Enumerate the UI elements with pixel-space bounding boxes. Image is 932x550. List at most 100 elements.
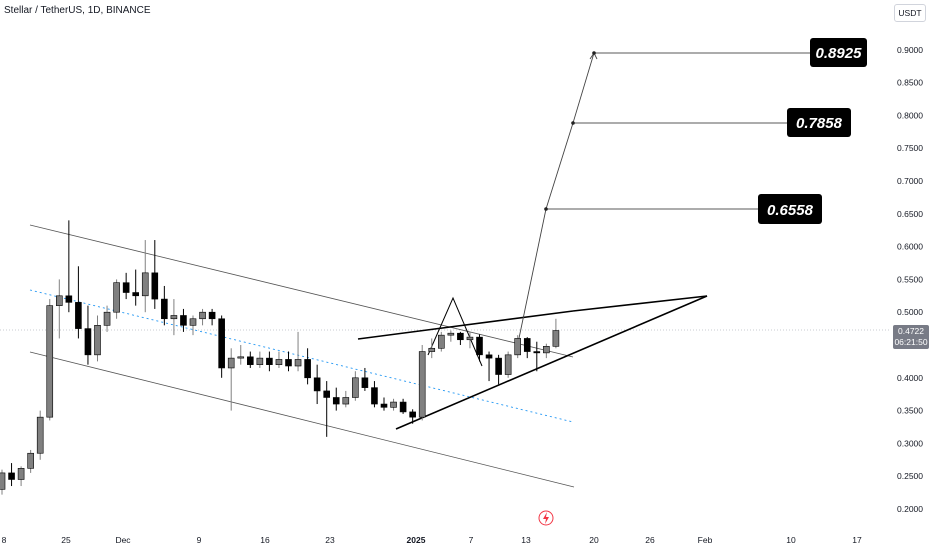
candle <box>132 269 139 306</box>
candle <box>8 463 15 487</box>
candle-body <box>514 338 522 356</box>
candle <box>208 308 216 326</box>
candle-body <box>208 311 216 320</box>
candle <box>352 371 359 401</box>
candle-body <box>399 401 407 413</box>
candle <box>199 308 206 326</box>
y-tick-label: 0.5500 <box>897 274 923 284</box>
candle <box>332 387 340 411</box>
candle <box>75 266 82 339</box>
candle <box>256 351 264 368</box>
y-tick-label: 0.2500 <box>897 471 923 481</box>
candle-body <box>390 401 397 408</box>
candle <box>55 279 63 339</box>
candle-body <box>46 305 54 418</box>
symbol-title[interactable]: Stellar / TetherUS, 1D, BINANCE <box>4 5 151 16</box>
y-tick-label: 0.3000 <box>897 438 923 448</box>
candle <box>418 345 426 421</box>
candle-body <box>237 356 245 359</box>
x-tick-label: 2025 <box>407 535 426 545</box>
x-tick-label: Feb <box>698 535 713 545</box>
candle <box>151 240 159 309</box>
x-tick-label: 9 <box>197 535 202 545</box>
candle-body <box>266 357 273 365</box>
candle <box>304 348 311 385</box>
candle-body <box>0 472 6 490</box>
candle-body <box>27 452 34 469</box>
candle-body <box>361 377 369 388</box>
candle-body <box>275 359 283 365</box>
candle <box>65 220 73 313</box>
candle-body <box>447 332 455 336</box>
x-tick-label: 26 <box>645 535 655 545</box>
y-tick-label: 0.6500 <box>897 209 923 219</box>
candle-body <box>428 347 436 352</box>
candle <box>342 390 350 408</box>
candle-series <box>0 220 560 495</box>
lightning-icon[interactable] <box>538 510 554 526</box>
candle-body <box>218 318 225 369</box>
y-tick-label: 0.8000 <box>897 110 923 120</box>
target-label-1[interactable]: 0.8925 <box>810 38 867 67</box>
flag-pole-line <box>427 296 483 367</box>
candle <box>36 410 44 460</box>
candle <box>361 367 369 391</box>
candle-body <box>313 377 321 392</box>
candle-body <box>189 318 197 326</box>
candle-body <box>476 336 483 356</box>
candle-body <box>380 403 388 408</box>
y-tick-label: 0.7000 <box>897 176 923 186</box>
candle-body <box>122 282 130 293</box>
candle <box>371 381 378 408</box>
triangle-upper-line <box>357 310 574 340</box>
x-tick-label: 20 <box>589 535 599 545</box>
candle <box>189 315 197 336</box>
candle <box>399 398 407 414</box>
candle <box>313 364 321 405</box>
projection-path <box>517 52 595 344</box>
candle <box>390 398 397 411</box>
current-price-tag: 0.4722 06:21:50 <box>893 325 929 349</box>
candle-body <box>84 328 92 356</box>
candle-body <box>495 357 502 375</box>
x-tick-label: 13 <box>521 535 531 545</box>
candle-body <box>103 311 111 326</box>
candle <box>552 318 560 349</box>
y-tick-label: 0.7500 <box>897 143 923 153</box>
chart-drawings <box>29 51 810 488</box>
candle <box>437 331 445 352</box>
x-tick-label: 8 <box>2 535 7 545</box>
candle-body <box>543 346 550 354</box>
x-tick-label: 25 <box>61 535 71 545</box>
y-tick-label: 0.4000 <box>897 373 923 383</box>
candle-body <box>418 351 426 418</box>
candle-body <box>151 272 159 300</box>
target-label-3[interactable]: 0.6558 <box>758 194 822 224</box>
countdown-timer: 06:21:50 <box>894 337 927 347</box>
candle <box>543 343 550 359</box>
candle-body <box>65 295 73 303</box>
candle-body <box>285 359 292 367</box>
candle <box>170 299 178 336</box>
candle <box>447 330 455 342</box>
candle-body <box>132 292 139 297</box>
candle-body <box>141 272 149 297</box>
price-axis[interactable]: 0.20000.25000.30000.35000.40000.45000.50… <box>897 45 923 514</box>
candle <box>485 351 493 382</box>
candle <box>495 354 502 385</box>
candle <box>266 351 273 372</box>
current-price-value: 0.4722 <box>898 326 924 336</box>
candle-body <box>199 311 206 320</box>
currency-selector[interactable]: USDT <box>894 4 926 22</box>
y-tick-label: 0.3500 <box>897 406 923 416</box>
time-axis[interactable]: 8 25 Dec 9 16 23 2025 7 13 20 26 Feb 10 17 <box>2 535 862 545</box>
candle-body <box>180 315 187 326</box>
candle <box>457 331 464 345</box>
candle-body <box>17 468 25 480</box>
candle-body <box>227 357 235 369</box>
candle <box>476 334 483 362</box>
candle-body <box>523 338 531 352</box>
candle <box>180 308 187 332</box>
target-label-2[interactable]: 0.7858 <box>787 108 851 137</box>
